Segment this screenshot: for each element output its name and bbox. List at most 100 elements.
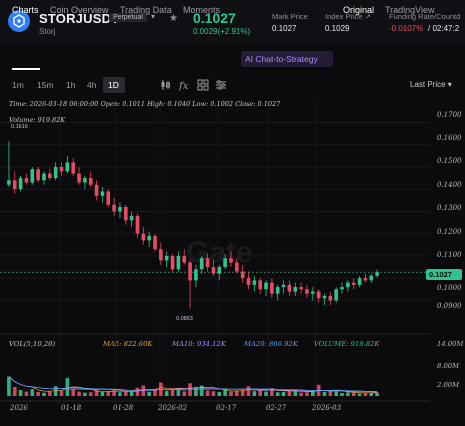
mark-price-value: 0.1027 (272, 24, 297, 33)
volume-bar (281, 391, 286, 396)
candle-body (217, 267, 222, 274)
candle-body (188, 262, 192, 281)
tab-trading-data[interactable]: Trading Data (120, 5, 172, 15)
volume-bar (340, 393, 344, 396)
candle-body (235, 262, 239, 272)
candle-body (205, 258, 210, 268)
storj-logo-icon (8, 10, 30, 32)
volume-bar (112, 390, 116, 396)
ai-chat-strategy-button[interactable] (241, 51, 333, 67)
candle-body (176, 255, 181, 270)
volume-bar (375, 392, 379, 396)
volume-bar (182, 391, 187, 396)
candle-body (334, 289, 338, 301)
period-low-marker: 0.0863 (176, 316, 193, 322)
volume-bar (153, 390, 157, 396)
candle-body (18, 178, 23, 190)
tab-moments[interactable]: Moments (183, 5, 221, 15)
candle-body (351, 282, 356, 285)
volume-bar (135, 387, 140, 396)
volume-bar (223, 389, 227, 396)
timeframe-1d[interactable]: 1D (108, 80, 119, 90)
candlestick-chart[interactable] (0, 98, 465, 408)
index-price-value: 0.1029 (325, 24, 350, 33)
favorite-star-icon[interactable]: ★ (169, 13, 178, 24)
volume-bar (71, 388, 76, 396)
volume-axis-tick: 2.00M (437, 381, 460, 389)
ma20-label: MA20: 866.92K (244, 340, 298, 348)
candle-body (71, 162, 76, 174)
settings-icon[interactable] (215, 78, 227, 90)
volume-bar (235, 390, 239, 396)
indicators-icon[interactable]: fx (178, 78, 191, 92)
timeframe-4h[interactable]: 4h (87, 80, 97, 90)
symbol-name[interactable]: STORJUSDT (39, 11, 120, 26)
candle-body (252, 280, 257, 285)
gate-watermark: Gate (186, 236, 253, 269)
volume-bar (270, 388, 274, 396)
candle-body (100, 191, 105, 196)
y-axis-tick: 0.1300 (437, 204, 462, 212)
candle-body (141, 233, 146, 241)
candle-body (322, 295, 327, 299)
svg-text:fx: fx (179, 81, 189, 91)
y-axis-tick: 0.1700 (437, 111, 462, 119)
chart-tabs (0, 48, 465, 70)
price-type-select[interactable]: Last Price ▾ (410, 80, 452, 89)
candle-body (42, 173, 46, 181)
volume-bar (240, 390, 245, 396)
volume-bar (229, 391, 233, 396)
candle-type-icon[interactable] (160, 78, 172, 90)
volume-bar (275, 392, 280, 396)
timeframe-1h[interactable]: 1h (66, 80, 76, 90)
volume-bar (334, 391, 338, 396)
volume-bar (100, 391, 105, 396)
candle-body (275, 287, 280, 294)
volume-bar (346, 392, 350, 396)
volume-bar (53, 386, 58, 396)
candle-body (305, 289, 309, 294)
volume-bar (83, 392, 87, 396)
last-price-tag-value: 0.1027 (429, 270, 452, 279)
candle-body (229, 258, 233, 263)
timeframe-1m[interactable]: 1m (12, 80, 24, 90)
volume-bar (363, 393, 368, 396)
volume-bar (48, 391, 52, 396)
tab-charts[interactable]: Charts (12, 5, 39, 15)
candle-body (199, 258, 204, 270)
view-tradingview[interactable]: TradingView (385, 5, 435, 15)
candle-body (118, 206, 122, 212)
x-axis-tick: 02-17 (216, 404, 237, 412)
volume-bar (369, 392, 374, 396)
index-price-label[interactable]: Index Price ↗ (325, 12, 371, 21)
view-original[interactable]: Original (343, 5, 375, 15)
candle-body (36, 169, 40, 181)
tab-coin-overview[interactable]: Coin Overview (50, 5, 109, 15)
volume-bar (77, 391, 81, 396)
candle-body (24, 178, 29, 183)
volume-bar (141, 385, 146, 396)
grid-layout-icon[interactable] (197, 78, 209, 91)
volume-bar (299, 392, 303, 396)
volume-bar (30, 389, 35, 396)
volume-label: VOLUME: 919.82K (314, 340, 380, 348)
candle-body (211, 267, 216, 274)
volume-info-line: Volume: 919.82K (9, 116, 66, 124)
y-axis-tick: 0.1100 (437, 251, 462, 259)
symbol-dropdown-icon[interactable]: ▾ (151, 12, 156, 21)
y-axis-tick: 0.1200 (437, 228, 462, 236)
volume-bar (65, 378, 70, 396)
contract-type-badge: Perpetual (109, 13, 147, 22)
ticker-header (0, 0, 465, 44)
volume-bar (351, 392, 356, 396)
candle-body (83, 178, 87, 183)
candle-body (299, 287, 303, 290)
volume-bar (246, 386, 251, 396)
timeframe-15m[interactable]: 15m (37, 80, 54, 90)
volume-bar (170, 389, 175, 396)
vol-indicator-label[interactable]: VOL(5,10,20) (9, 340, 56, 348)
volume-bar (94, 390, 99, 396)
funding-countdown: / 02:47:2 (428, 24, 460, 33)
y-axis-tick: 0.1500 (437, 157, 462, 165)
volume-bar (199, 385, 204, 396)
